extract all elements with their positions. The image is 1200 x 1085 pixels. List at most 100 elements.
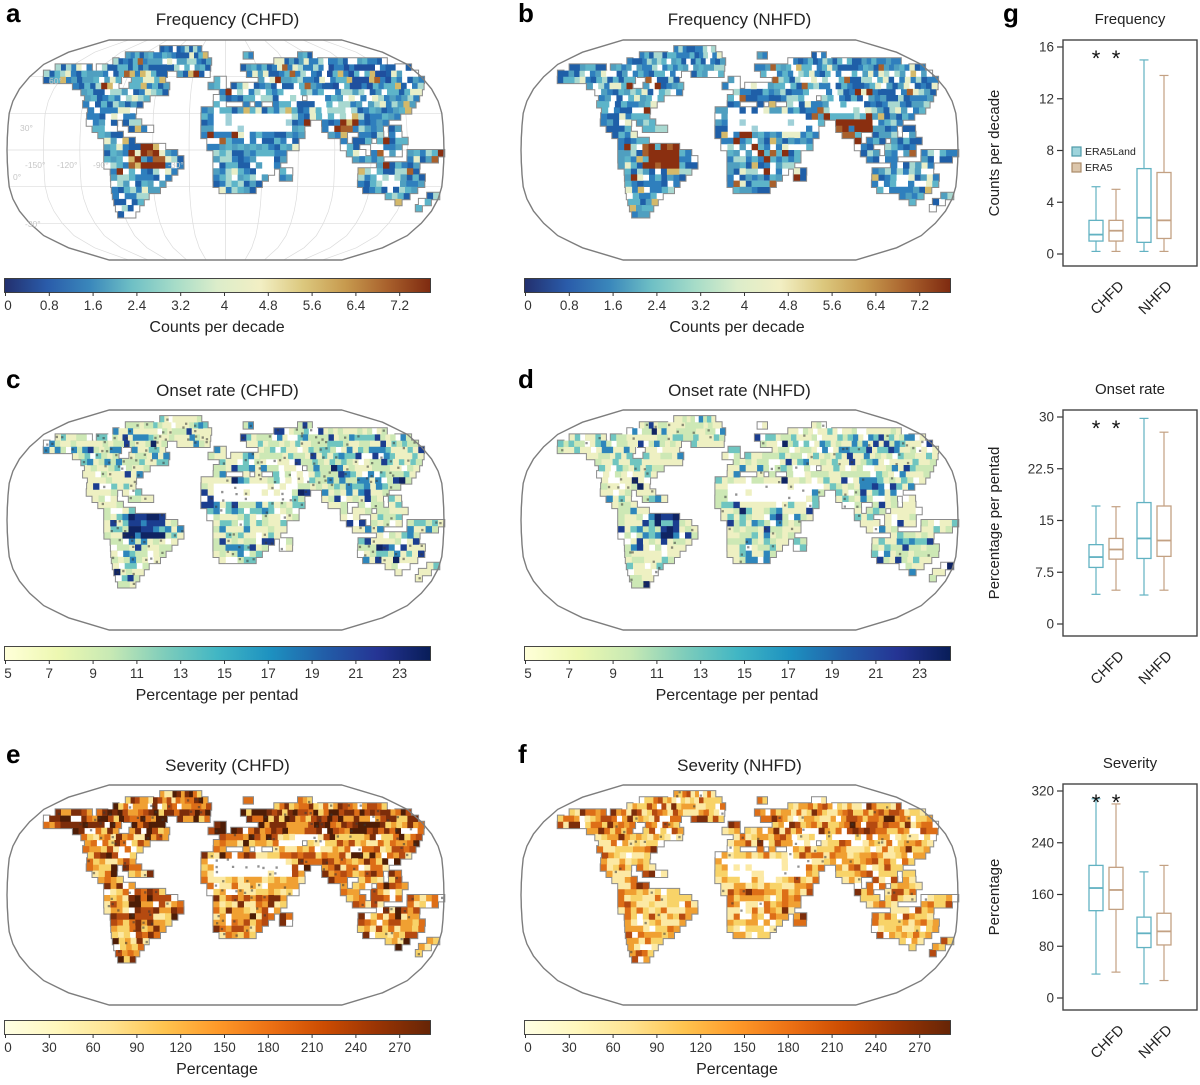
plot-frame (1062, 39, 1198, 267)
data-cells (568, 52, 948, 218)
colorbar-tick-label: 11 (130, 666, 144, 681)
colorbar-tick-label: 240 (865, 1040, 888, 1055)
map-frame (6, 784, 445, 1006)
data-cells (60, 416, 440, 582)
graticule-label: -150° (25, 160, 45, 170)
boxplot-frequency: Frequency Counts per decade 0 4 8 12 16 * * CHFD N… (986, 11, 1198, 318)
colorbar-tick-label: 7 (566, 666, 574, 681)
colorbar-tick-label: 150 (213, 1040, 236, 1055)
colorbar-tick-label: 60 (606, 1040, 621, 1055)
data-cells (563, 52, 947, 212)
world-map-e (6, 784, 446, 1006)
boxplot-ylabel: Counts per decade (986, 90, 1003, 217)
colorbar-tick-label: 15 (737, 666, 752, 681)
panel-letter-e: e (6, 739, 21, 769)
y-tick-label: 240 (1031, 835, 1054, 850)
colorbar-tick-label: 0 (4, 1040, 12, 1055)
boxplot-onset-rate: Onset rate Percentage per pentad 0 7.5 15 22.… (986, 381, 1198, 688)
y-tick-label: 16 (1039, 40, 1054, 55)
box-iqr (1088, 543, 1104, 569)
colorbar-tick-label: 23 (392, 666, 407, 681)
y-tick-label: 0 (1046, 247, 1054, 262)
colorbar-tick-label: 21 (868, 666, 883, 681)
panel-letter-b: b (518, 0, 534, 28)
box-iqr (1156, 171, 1172, 240)
colorbar-tick-label: 90 (129, 1040, 144, 1055)
colorbar-tick-label: 150 (733, 1040, 756, 1055)
box-iqr (1156, 912, 1172, 946)
y-tick-label: 7.5 (1035, 565, 1054, 580)
colorbar-tick-label: 0 (524, 298, 532, 313)
colorbar-tick-label: 120 (169, 1040, 192, 1055)
data-cells (65, 46, 427, 200)
data-cells (557, 416, 952, 588)
colorbar-tick-label: 3.2 (171, 298, 190, 313)
colorbar-tick-label: 0.8 (40, 298, 59, 313)
colorbar-tick-label: 4 (741, 298, 749, 313)
legend-label: ERA5 (1085, 162, 1113, 174)
box-iqr (1156, 505, 1172, 558)
colorbar-tick-label: 0 (524, 1040, 532, 1055)
graticule-label: -90° (93, 160, 109, 170)
colorbar-a: 0 0.8 1.6 2.4 3.2 4 4.8 5.6 6.4 7.2 Counts per dec… (4, 278, 431, 336)
colorbar-gradient (524, 646, 951, 661)
colorbar-tick-label: 5.6 (823, 298, 842, 313)
colorbar-tick-label: 180 (777, 1040, 800, 1055)
boxplot-title: Frequency (1095, 11, 1166, 28)
significance-asterisk: * (1092, 46, 1101, 71)
colorbar-gradient (524, 278, 951, 293)
map-title-b: Frequency (NHFD) (667, 10, 812, 29)
legend-swatch-era5land (1071, 146, 1082, 157)
colorbar-tick-label: 4.8 (259, 298, 278, 313)
plot-frame (1062, 409, 1198, 637)
y-tick-label: 0 (1046, 991, 1054, 1006)
colorbar-tick-label: 2.4 (128, 298, 147, 313)
colorbar-tick-label: 7.2 (390, 298, 409, 313)
map-frame (520, 39, 959, 261)
colorbar-tick-label: 120 (689, 1040, 712, 1055)
y-tick-label: 80 (1039, 939, 1054, 954)
colorbar-axis-label: Counts per decade (149, 319, 284, 336)
map-frame (520, 784, 959, 1006)
legend-swatch-era5 (1071, 162, 1082, 173)
colorbar-tick-label: 7 (46, 666, 54, 681)
colorbar-tick-label: 1.6 (604, 298, 623, 313)
colorbar-tick-label: 30 (42, 1040, 57, 1055)
y-tick-label: 320 (1031, 784, 1054, 799)
map-frame (6, 409, 445, 631)
colorbar-tick-label: 7.2 (910, 298, 929, 313)
colorbar-tick-label: 13 (693, 666, 708, 681)
data-cells (43, 791, 439, 957)
colorbar-tick-label: 5 (4, 666, 12, 681)
boxplot-severity: Severity Percentage 0 80 160 240 320 * * CHFD NHFD (986, 755, 1198, 1062)
data-cells (327, 64, 392, 90)
colorbar-tick-label: 180 (257, 1040, 280, 1055)
map-frame (6, 39, 445, 261)
colorbar-tick-label: 11 (650, 666, 664, 681)
colorbar-tick-label: 3.2 (691, 298, 710, 313)
colorbar-tick-label: 30 (562, 1040, 577, 1055)
colorbar-gradient (4, 278, 431, 293)
y-tick-label: 30 (1039, 410, 1054, 425)
data-cells (557, 416, 959, 570)
data-cells (49, 416, 445, 588)
significance-asterisk: * (1092, 790, 1101, 815)
graticule-label: 0° (13, 172, 21, 182)
colorbar-tick-label: 9 (89, 666, 97, 681)
colorbar-tick-label: 60 (86, 1040, 101, 1055)
map-title-e: Severity (CHFD) (165, 756, 290, 775)
plot-frame (1062, 783, 1198, 1011)
significance-asterisk: * (1112, 790, 1121, 815)
data-cells (557, 46, 952, 206)
colorbar-tick-label: 13 (173, 666, 188, 681)
colorbar-tick-label: 240 (345, 1040, 368, 1055)
map-frame (520, 409, 959, 631)
map-title-d: Onset rate (NHFD) (668, 381, 811, 400)
colorbar-tick-label: 9 (609, 666, 617, 681)
data-cells (43, 46, 434, 218)
data-cells (43, 422, 432, 564)
colorbar-axis-label: Percentage per pentad (136, 687, 299, 704)
map-title-a: Frequency (CHFD) (155, 10, 300, 29)
category-label-chfd: CHFD (1088, 1022, 1128, 1062)
